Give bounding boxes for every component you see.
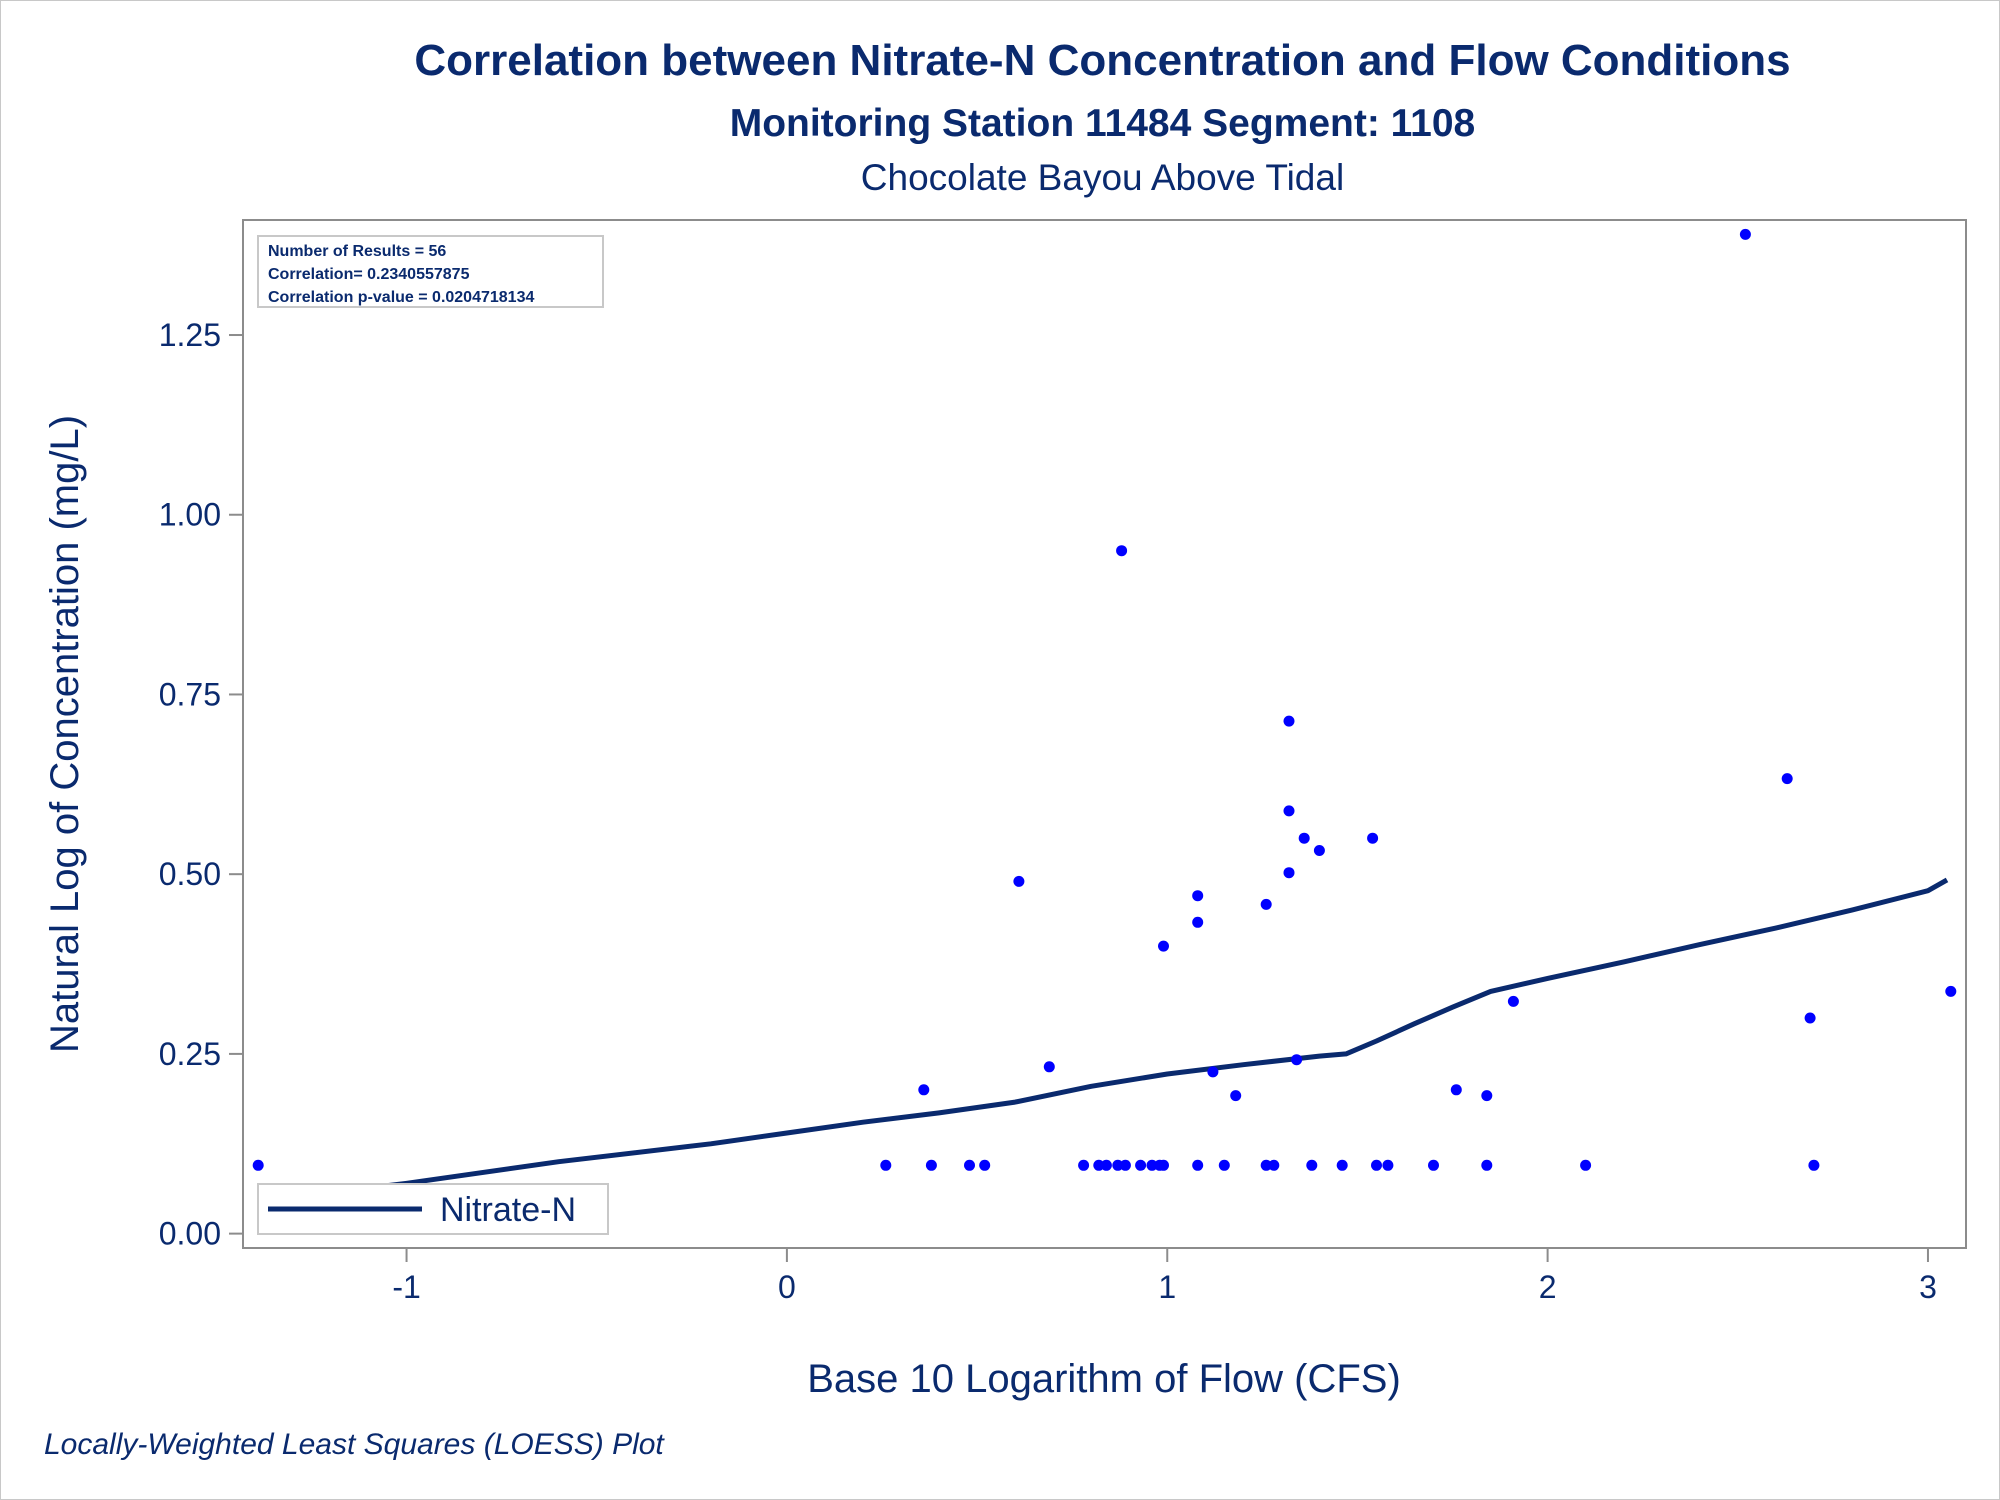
data-point xyxy=(1260,898,1272,910)
stats-box: Number of Results = 56 Correlation= 0.23… xyxy=(257,235,604,308)
data-point xyxy=(1283,867,1295,879)
data-point xyxy=(1298,832,1310,844)
data-point xyxy=(1116,545,1128,557)
y-axis-label: Natural Log of Concentration (mg/L) xyxy=(43,415,87,1053)
stats-pvalue: Correlation p-value = 0.0204718134 xyxy=(268,289,534,306)
x-tick-label: 3 xyxy=(1919,1269,1937,1305)
data-point xyxy=(1283,715,1295,727)
data-point xyxy=(918,1084,930,1096)
legend-label: Nitrate-N xyxy=(440,1191,576,1229)
y-axis: 0.00 0.25 0.50 0.75 1.00 1.25 xyxy=(159,317,243,1252)
plot-area xyxy=(242,219,1967,1249)
x-tick-label: 0 xyxy=(778,1269,796,1305)
loess-line xyxy=(257,877,1949,1204)
data-point xyxy=(1804,1012,1816,1024)
data-point xyxy=(1580,1159,1592,1171)
data-point xyxy=(1283,805,1295,817)
data-point xyxy=(1371,1159,1382,1171)
data-point xyxy=(1192,1159,1204,1171)
data-point xyxy=(979,1159,991,1171)
data-point xyxy=(1808,1159,1820,1171)
data-point xyxy=(1291,1054,1303,1066)
data-point xyxy=(1100,1159,1112,1171)
data-point xyxy=(1268,1159,1280,1171)
y-tick-label: 0.50 xyxy=(159,856,221,892)
data-point xyxy=(1507,995,1519,1007)
data-point xyxy=(1336,1159,1348,1171)
data-point xyxy=(1135,1159,1147,1171)
data-point xyxy=(1450,1084,1462,1096)
data-point xyxy=(1192,916,1204,928)
chart-title: Correlation between Nitrate-N Concentrat… xyxy=(414,36,1791,85)
data-point xyxy=(1367,832,1379,844)
loess-line-group xyxy=(257,877,1949,1204)
data-point xyxy=(1158,940,1169,952)
data-point xyxy=(925,1159,937,1171)
data-point xyxy=(252,1159,264,1171)
data-point xyxy=(1428,1159,1439,1171)
data-point xyxy=(1158,1159,1169,1171)
data-point xyxy=(1481,1159,1493,1171)
data-point xyxy=(880,1159,892,1171)
y-tick-label: 1.00 xyxy=(159,497,221,533)
stats-count: Number of Results = 56 xyxy=(268,243,446,260)
data-point xyxy=(1093,1159,1105,1171)
y-tick-label: 1.25 xyxy=(159,317,221,353)
data-point xyxy=(1382,1159,1394,1171)
data-point xyxy=(1119,1159,1131,1171)
x-tick-label: 1 xyxy=(1158,1269,1176,1305)
data-point xyxy=(1192,890,1204,902)
data-point xyxy=(1313,845,1325,856)
data-point xyxy=(964,1159,975,1171)
data-point xyxy=(1112,1159,1124,1171)
points-group xyxy=(252,228,1957,1171)
chart-subtitle-location: Chocolate Bayou Above Tidal xyxy=(860,157,1345,198)
x-tick-label: 2 xyxy=(1539,1269,1557,1305)
stats-correlation: Correlation= 0.2340557875 xyxy=(268,266,470,283)
data-point xyxy=(1078,1159,1090,1171)
data-point xyxy=(1218,1159,1230,1171)
x-axis-label: Base 10 Logarithm of Flow (CFS) xyxy=(807,1357,1401,1401)
data-point xyxy=(1043,1061,1055,1073)
x-tick-label: -1 xyxy=(392,1269,420,1305)
data-point xyxy=(1781,773,1793,785)
legend: Nitrate-N xyxy=(257,1183,609,1235)
x-axis: -1 0 1 2 3 xyxy=(392,1248,1937,1305)
data-point xyxy=(1260,1159,1272,1171)
data-point xyxy=(1945,985,1957,997)
data-point xyxy=(1207,1066,1219,1078)
y-tick-label: 0.25 xyxy=(159,1036,221,1072)
data-point xyxy=(1481,1090,1493,1102)
data-point xyxy=(1146,1159,1158,1171)
data-point xyxy=(1230,1090,1242,1102)
y-tick-label: 0.00 xyxy=(159,1216,221,1252)
data-point xyxy=(1013,875,1025,887)
data-point xyxy=(1739,228,1751,240)
chart-subtitle-station: Monitoring Station 11484 Segment: 1108 xyxy=(729,102,1476,145)
y-tick-label: 0.75 xyxy=(159,676,221,712)
footnote: Locally-Weighted Least Squares (LOESS) P… xyxy=(44,1428,664,1461)
data-point xyxy=(1306,1159,1318,1171)
